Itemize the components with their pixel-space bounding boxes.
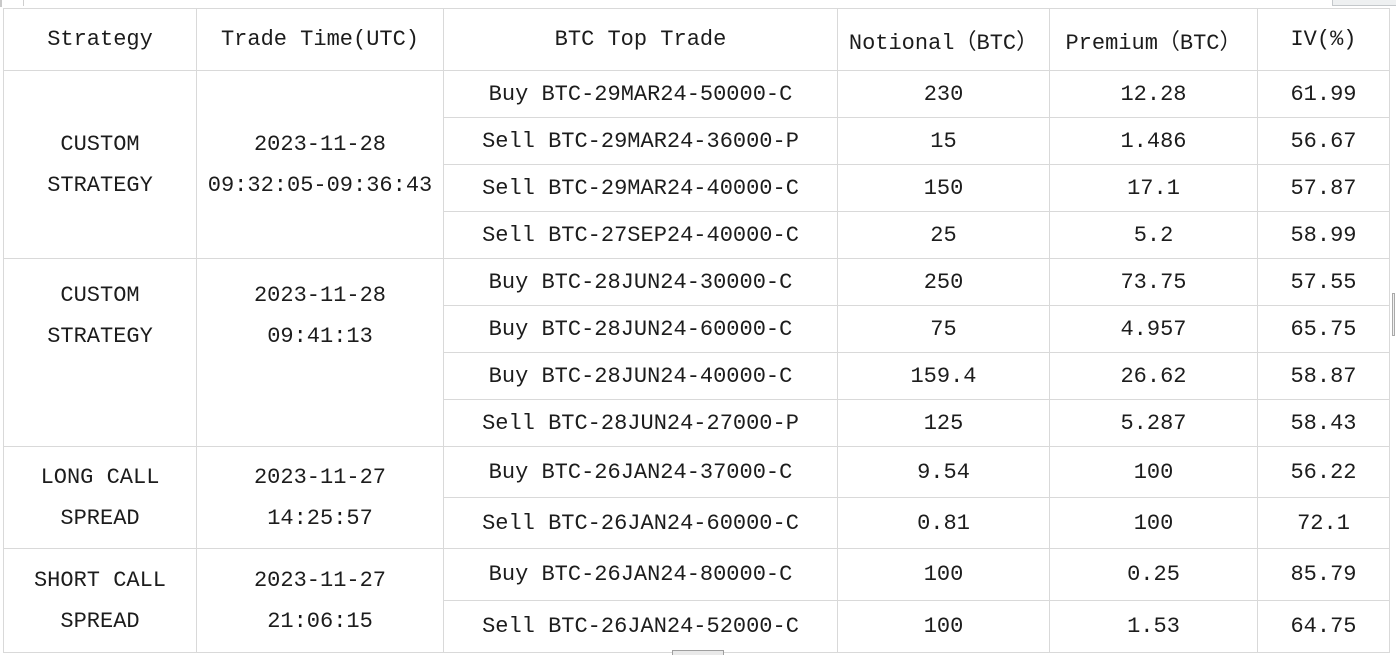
iv-value: 58.99: [1257, 211, 1390, 259]
iv-value: 85.79: [1257, 548, 1390, 601]
trade-time: 21:06:15: [267, 608, 373, 634]
strategy-name-line: CUSTOM: [60, 283, 140, 308]
strategy-name-line: CUSTOM: [60, 131, 140, 157]
trade-time: 09:32:05-09:36:43: [207, 172, 433, 198]
table-row: Sell BTC-26JAN24-52000-C 100 1.53 64.75: [4, 600, 1390, 653]
trade-leg: Buy BTC-28JUN24-40000-C: [443, 352, 838, 400]
trade-leg: Buy BTC-26JAN24-37000-C: [443, 446, 838, 498]
trade-time-cell: 2023-11-27 21:06:15: [196, 548, 444, 653]
trade-date: 2023-11-27: [253, 464, 387, 490]
notional-value: 9.54: [837, 446, 1050, 498]
trade-leg: Sell BTC-27SEP24-40000-C: [443, 211, 838, 259]
trade-leg: Sell BTC-29MAR24-36000-P: [443, 117, 838, 165]
strategy-cell: SHORT CALL SPREAD: [3, 548, 197, 653]
notional-value: 125: [837, 399, 1050, 447]
trade-leg: Sell BTC-26JAN24-60000-C: [443, 497, 838, 549]
trade-time: 09:41:13: [267, 324, 373, 349]
trade-time-cell: 2023-11-28 09:41:13: [196, 258, 444, 447]
trade-time-cell: 2023-11-28 09:32:05-09:36:43: [196, 70, 444, 259]
iv-value: 72.1: [1257, 497, 1390, 549]
iv-value: 56.22: [1257, 446, 1390, 498]
strategy-name-line: SHORT CALL: [33, 567, 167, 593]
premium-value: 100: [1049, 497, 1258, 549]
strategy-name-line: SPREAD: [60, 505, 140, 531]
premium-value: 0.25: [1049, 548, 1258, 601]
premium-value: 5.287: [1049, 399, 1258, 447]
scrollbar-corner-tick: [0, 0, 2, 7]
premium-value: 73.75: [1049, 258, 1258, 306]
header-iv: IV(%): [1257, 8, 1390, 71]
premium-value: 17.1: [1049, 164, 1258, 212]
horizontal-scrollbar-thumb[interactable]: [672, 650, 724, 655]
table-row: Buy BTC-28JUN24-40000-C 159.4 26.62 58.8…: [4, 352, 1390, 400]
iv-value: 57.55: [1257, 258, 1390, 306]
trade-leg: Buy BTC-26JAN24-80000-C: [443, 548, 838, 601]
trade-leg: Sell BTC-26JAN24-52000-C: [443, 600, 838, 653]
iv-value: 64.75: [1257, 600, 1390, 653]
header-row: Strategy Trade Time(UTC) BTC Top Trade N…: [3, 8, 1390, 71]
table-row: Sell BTC-28JUN24-27000-P 125 5.287 58.43: [4, 399, 1390, 447]
notional-value: 75: [837, 305, 1050, 353]
trade-date: 2023-11-28: [253, 131, 387, 157]
header-trade-time: Trade Time(UTC): [196, 8, 444, 71]
notional-value: 0.81: [837, 497, 1050, 549]
iv-value: 65.75: [1257, 305, 1390, 353]
header-notional: Notional（BTC）: [837, 8, 1050, 71]
iv-value: 58.43: [1257, 399, 1390, 447]
strategy-name-line: STRATEGY: [47, 324, 153, 349]
premium-value: 100: [1049, 446, 1258, 498]
table-row: Sell BTC-27SEP24-40000-C 25 5.2 58.99: [4, 211, 1390, 259]
header-premium: Premium（BTC）: [1049, 8, 1258, 71]
strategy-cell: CUSTOM STRATEGY: [3, 70, 197, 259]
table-row: CUSTOM STRATEGY 2023-11-28 09:32:05-09:3…: [3, 70, 1390, 259]
strategy-cell: LONG CALL SPREAD: [3, 446, 197, 549]
trade-date: 2023-11-28: [253, 283, 387, 308]
scrollbar-corner-tick: [23, 0, 24, 6]
iv-value: 61.99: [1257, 70, 1390, 118]
vertical-scrollbar-thumb[interactable]: [1392, 293, 1395, 336]
notional-value: 159.4: [837, 352, 1050, 400]
notional-value: 25: [837, 211, 1050, 259]
notional-value: 15: [837, 117, 1050, 165]
premium-value: 5.2: [1049, 211, 1258, 259]
table-row: LONG CALL SPREAD 2023-11-27 14:25:57 Buy…: [3, 446, 1390, 549]
trade-leg: Buy BTC-29MAR24-50000-C: [443, 70, 838, 118]
premium-value: 1.53: [1049, 600, 1258, 653]
notional-value: 100: [837, 548, 1050, 601]
notional-value: 100: [837, 600, 1050, 653]
table-row: Sell BTC-26JAN24-60000-C 0.81 100 72.1: [4, 497, 1390, 549]
table-row: CUSTOM STRATEGY 2023-11-28 09:41:13 Buy …: [3, 258, 1390, 447]
btc-top-trades-table: Strategy Trade Time(UTC) BTC Top Trade N…: [3, 8, 1390, 653]
strategy-name-line: STRATEGY: [47, 172, 153, 198]
scrollbar-corner: [1332, 0, 1396, 6]
premium-value: 12.28: [1049, 70, 1258, 118]
premium-value: 26.62: [1049, 352, 1258, 400]
trade-time-cell: 2023-11-27 14:25:57: [196, 446, 444, 549]
notional-value: 250: [837, 258, 1050, 306]
strategy-name-line: LONG CALL: [40, 464, 160, 490]
header-top-trade: BTC Top Trade: [443, 8, 838, 71]
trade-date: 2023-11-27: [253, 567, 387, 593]
trade-leg: Sell BTC-28JUN24-27000-P: [443, 399, 838, 447]
table-row: SHORT CALL SPREAD 2023-11-27 21:06:15 Bu…: [3, 548, 1390, 653]
premium-value: 1.486: [1049, 117, 1258, 165]
notional-value: 230: [837, 70, 1050, 118]
iv-value: 58.87: [1257, 352, 1390, 400]
table-row: Buy BTC-28JUN24-60000-C 75 4.957 65.75: [4, 305, 1390, 353]
iv-value: 56.67: [1257, 117, 1390, 165]
iv-value: 57.87: [1257, 164, 1390, 212]
notional-value: 150: [837, 164, 1050, 212]
trade-leg: Buy BTC-28JUN24-30000-C: [443, 258, 838, 306]
header-strategy: Strategy: [3, 8, 197, 71]
premium-value: 4.957: [1049, 305, 1258, 353]
strategy-cell: CUSTOM STRATEGY: [3, 258, 197, 447]
trade-time: 14:25:57: [267, 505, 373, 531]
trade-leg: Sell BTC-29MAR24-40000-C: [443, 164, 838, 212]
trade-leg: Buy BTC-28JUN24-60000-C: [443, 305, 838, 353]
strategy-name-line: SPREAD: [60, 608, 140, 634]
